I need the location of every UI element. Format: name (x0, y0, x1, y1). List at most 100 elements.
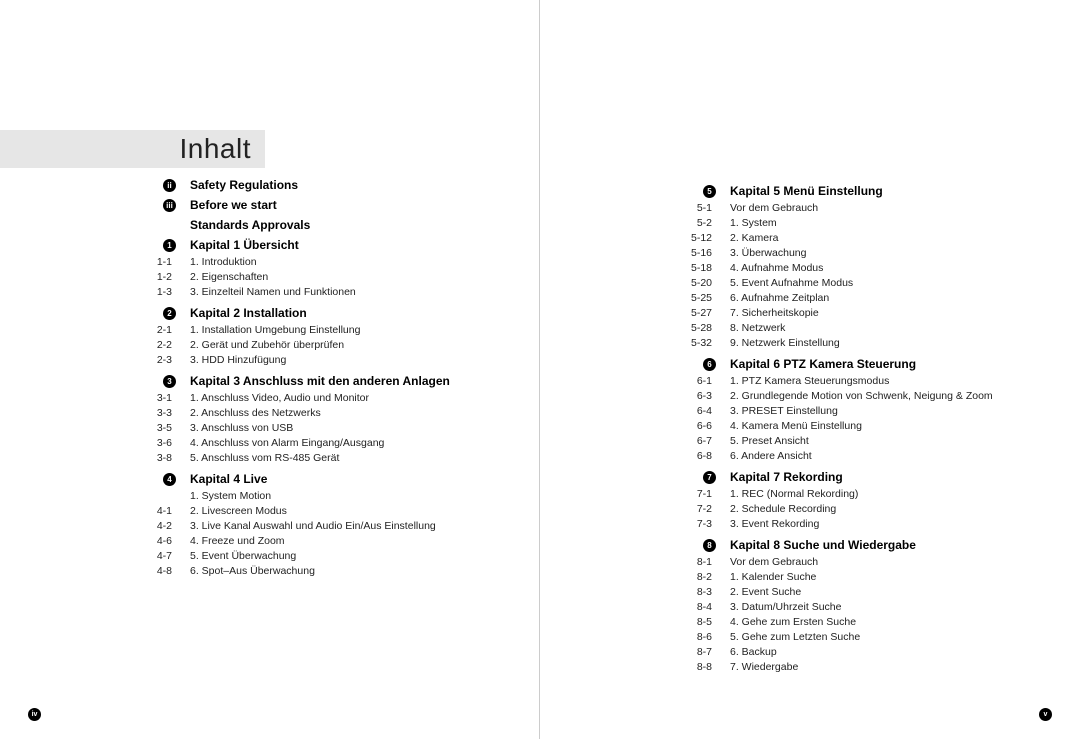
toc-item: 3-32. Anschluss des Netzwerks (190, 406, 499, 421)
toc-item: 3-53. Anschluss von USB (190, 421, 499, 436)
toc-subitems: 6-11. PTZ Kamera Steuerungsmodus6-32. Gr… (730, 374, 1040, 464)
toc-item: 5-184. Aufnahme Modus (730, 261, 1040, 276)
toc-item-page: 4-1 (142, 504, 172, 519)
toc-item: 4-64. Freeze und Zoom (190, 534, 499, 549)
toc-subitems: 3-11. Anschluss Video, Audio und Monitor… (190, 391, 499, 466)
toc-item-page: 3-6 (142, 436, 172, 451)
toc-item: 5-1Vor dem Gebrauch (730, 201, 1040, 216)
toc-item: 1-22. Eigenschaften (190, 270, 499, 285)
section-badge: 5 (703, 185, 716, 198)
toc-item-text: Vor dem Gebrauch (730, 555, 1040, 570)
toc-item-page: 4-7 (142, 549, 172, 564)
toc-heading: 8Kapital 8 Suche und Wiedergabe (730, 538, 1040, 552)
section-badge: iii (163, 199, 176, 212)
toc-heading: 1Kapital 1 Übersicht (190, 238, 499, 252)
toc-item-page: 2-1 (142, 323, 172, 338)
toc-item-text: 3. Überwachung (730, 246, 1040, 261)
toc-heading: 6Kapital 6 PTZ Kamera Steuerung (730, 357, 1040, 371)
toc-item: 5-163. Überwachung (730, 246, 1040, 261)
left-page: Inhalt iiSafety RegulationsiiiBefore we … (0, 0, 540, 739)
toc-item-text: 1. System Motion (190, 489, 499, 504)
toc-item: 4-75. Event Überwachung (190, 549, 499, 564)
toc-item: 2-33. HDD Hinzufügung (190, 353, 499, 368)
toc-subitems: 8-1Vor dem Gebrauch8-21. Kalender Suche8… (730, 555, 1040, 675)
section-title: Kapital 5 Menü Einstellung (730, 184, 883, 198)
footer-page-right: v (1039, 708, 1052, 721)
toc-item-text: 2. Anschluss des Netzwerks (190, 406, 499, 421)
toc-item-text: 1. REC (Normal Rekording) (730, 487, 1040, 502)
section-title: Kapital 8 Suche und Wiedergabe (730, 538, 916, 552)
toc-item-page: 5-16 (682, 246, 712, 261)
toc-item-page: 6-1 (682, 374, 712, 389)
toc-item-text: 2. Event Suche (730, 585, 1040, 600)
toc-item: 8-87. Wiedergabe (730, 660, 1040, 675)
toc-item-page: 7-2 (682, 502, 712, 517)
toc-item-page: 1-3 (142, 285, 172, 300)
section-badge: 8 (703, 539, 716, 552)
toc-left: iiSafety RegulationsiiiBefore we startSt… (190, 178, 499, 581)
toc-item: 4-12. Livescreen Modus (190, 504, 499, 519)
toc-item: 7-33. Event Rekording (730, 517, 1040, 532)
toc-item-page: 3-5 (142, 421, 172, 436)
toc-item: 3-85. Anschluss vom RS-485 Gerät (190, 451, 499, 466)
page-spread: Inhalt iiSafety RegulationsiiiBefore we … (0, 0, 1080, 739)
toc-heading: iiSafety Regulations (190, 178, 499, 192)
toc-item-page: 3-8 (142, 451, 172, 466)
toc-item-page: 8-3 (682, 585, 712, 600)
toc-item-text: 6. Backup (730, 645, 1040, 660)
toc-item-text: 4. Anschluss von Alarm Eingang/Ausgang (190, 436, 499, 451)
toc-right: 5Kapital 5 Menü Einstellung5-1Vor dem Ge… (730, 178, 1040, 677)
toc-item-page: 3-1 (142, 391, 172, 406)
toc-item-page: 4-6 (142, 534, 172, 549)
toc-item: 3-64. Anschluss von Alarm Eingang/Ausgan… (190, 436, 499, 451)
toc-item: 1-33. Einzelteil Namen und Funktionen (190, 285, 499, 300)
section-badge: 7 (703, 471, 716, 484)
toc-heading: Standards Approvals (190, 218, 499, 232)
toc-item-text: 2. Livescreen Modus (190, 504, 499, 519)
toc-item-page: 5-28 (682, 321, 712, 336)
toc-item: 8-54. Gehe zum Ersten Suche (730, 615, 1040, 630)
toc-item-text: 3. Live Kanal Auswahl und Audio Ein/Aus … (190, 519, 499, 534)
section-badge: 2 (163, 307, 176, 320)
toc-item-page: 5-2 (682, 216, 712, 231)
toc-item: 6-11. PTZ Kamera Steuerungsmodus (730, 374, 1040, 389)
toc-item-page: 8-4 (682, 600, 712, 615)
footer-page-left: iv (28, 708, 41, 721)
toc-item-text: 1. Installation Umgebung Einstellung (190, 323, 499, 338)
toc-item-text: 8. Netzwerk (730, 321, 1040, 336)
toc-item-page: 3-3 (142, 406, 172, 421)
toc-item-text: 6. Andere Ansicht (730, 449, 1040, 464)
section-badge: 6 (703, 358, 716, 371)
toc-heading: 7Kapital 7 Rekording (730, 470, 1040, 484)
section-badge: ii (163, 179, 176, 192)
toc-item-text: 4. Freeze und Zoom (190, 534, 499, 549)
toc-item: 1-11. Introduktion (190, 255, 499, 270)
toc-item: 6-64. Kamera Menü Einstellung (730, 419, 1040, 434)
toc-subitems: 1. System Motion4-12. Livescreen Modus 4-… (190, 489, 499, 579)
toc-item: 5-288. Netzwerk (730, 321, 1040, 336)
toc-item-text: 5. Gehe zum Letzten Suche (730, 630, 1040, 645)
toc-item-text: 2. Kamera (730, 231, 1040, 246)
page-title: Inhalt (180, 133, 252, 165)
toc-heading: 3Kapital 3 Anschluss mit den anderen Anl… (190, 374, 499, 388)
toc-item: 5-122. Kamera (730, 231, 1040, 246)
toc-item: 5-329. Netzwerk Einstellung (730, 336, 1040, 351)
toc-item-page: 5-20 (682, 276, 712, 291)
toc-item-page: 7-1 (682, 487, 712, 502)
toc-item-text: 3. Einzelteil Namen und Funktionen (190, 285, 499, 300)
toc-item-text: 5. Preset Ansicht (730, 434, 1040, 449)
toc-item-page: 5-32 (682, 336, 712, 351)
section-title: Standards Approvals (190, 218, 310, 232)
toc-item-text: 4. Kamera Menü Einstellung (730, 419, 1040, 434)
toc-item-text: 3. Event Rekording (730, 517, 1040, 532)
right-page: 5 Kapital 5 Menü Einstellung 5-1Vor dem Ge… (540, 0, 1080, 739)
toc-item-text: 3. HDD Hinzufügung (190, 353, 499, 368)
toc-item-text: 1. Kalender Suche (730, 570, 1040, 585)
toc-item-text: 3. Datum/Uhrzeit Suche (730, 600, 1040, 615)
toc-item-page: 6-8 (682, 449, 712, 464)
section-title: Kapital 1 Übersicht (190, 238, 299, 252)
toc-item-text: 4. Gehe zum Ersten Suche (730, 615, 1040, 630)
toc-item-text: 3. PRESET Einstellung (730, 404, 1040, 419)
toc-item: 1. System Motion (190, 489, 499, 504)
toc-item-page: 8-5 (682, 615, 712, 630)
